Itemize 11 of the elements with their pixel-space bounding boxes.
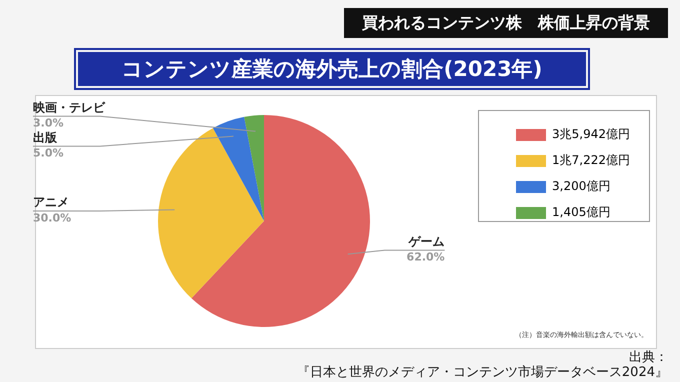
data-label: 出版 5.0% [33,130,64,160]
data-label: アニメ 30.0% [33,195,72,224]
legend-label: 1,405億円 [552,205,610,220]
legend-label: 3,200億円 [552,179,610,194]
legend-label: 3兆5,942億円 [552,127,630,142]
data-label: 映画・テレビ 3.0% [33,100,106,130]
chart-subtitle: 買われるコンテンツ株 株価上昇の背景 [344,8,668,38]
source-note: 出典：『日本と世界のメディア・コンテンツ市場データベース2024』 [296,350,668,380]
legend-label: 1兆7,222億円 [552,153,630,168]
data-label: ゲーム 62.0% [406,234,445,264]
chart-title: コンテンツ産業の海外売上の割合(2023年) [78,52,586,86]
